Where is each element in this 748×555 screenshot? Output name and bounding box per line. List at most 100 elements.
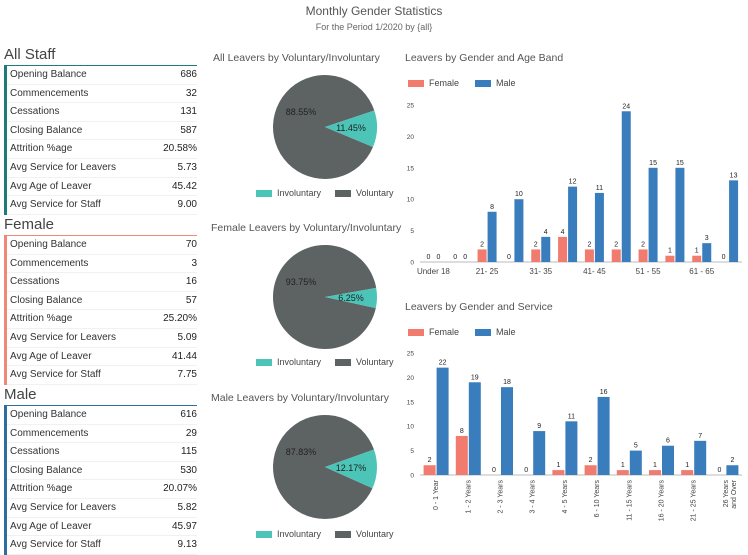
stat-value: 20.07% <box>163 483 197 495</box>
involuntary-swatch <box>256 189 272 197</box>
x-tick-label: 21- 25 <box>476 267 499 276</box>
stats-table: Opening Balance 70 Commencements 3 Cessation… <box>4 235 197 385</box>
stat-label: Closing Balance <box>10 294 83 306</box>
y-tick-label: 15 <box>407 165 415 172</box>
x-tick-label: 26 Yearsand Over <box>723 479 738 508</box>
stat-label: Avg Service for Leavers <box>10 161 116 173</box>
male-swatch <box>475 79 492 87</box>
x-tick-label: 0 - 1 Year <box>433 479 440 510</box>
bar-value-label: 0 <box>717 467 721 474</box>
stat-value: 5.73 <box>177 161 197 173</box>
section-title: All Staff <box>4 46 56 63</box>
bar-female <box>423 465 436 475</box>
bar-value-label: 6 <box>666 438 670 445</box>
bar-value-label: 8 <box>460 428 464 435</box>
bar-value-label: 0 <box>453 254 457 261</box>
bar-female <box>681 470 694 475</box>
pie-title-female: Female Leavers by Voluntary/Involuntary <box>211 222 402 234</box>
bar-male <box>629 450 642 475</box>
voluntary-swatch <box>335 358 352 366</box>
bar-male <box>597 396 610 475</box>
stat-row: Avg Service for Staff 9.13 <box>7 536 197 555</box>
stat-value: 5.09 <box>177 331 197 343</box>
stat-label: Avg Service for Leavers <box>10 331 116 343</box>
female-swatch <box>408 79 424 87</box>
pie-legend-female: Involuntary Voluntary <box>256 357 394 367</box>
section-male: Male Opening Balance 616 Commencements 29 Ce… <box>4 386 197 555</box>
bar-female <box>584 465 597 475</box>
stat-label: Commencements <box>10 257 89 269</box>
bar-male <box>533 431 546 475</box>
bar-value-label: 22 <box>439 360 447 367</box>
y-tick-label: 5 <box>410 228 414 235</box>
bar-male <box>436 367 449 475</box>
y-tick-label: 25 <box>407 103 415 110</box>
stat-label: Avg Service for Staff <box>10 539 101 551</box>
stats-table: Opening Balance 686 Commencements 32 Cessati… <box>4 65 197 215</box>
bar-value-label: 1 <box>685 462 689 469</box>
pie-chart-female: 6.25% 93.75% <box>272 245 377 349</box>
stat-value: 25.20% <box>163 313 197 325</box>
stat-value: 115 <box>181 446 197 458</box>
voluntary-swatch <box>335 189 352 197</box>
stat-row: Avg Service for Leavers 5.09 <box>7 329 197 348</box>
female-swatch <box>408 328 424 336</box>
bar-value-label: 3 <box>705 235 709 242</box>
pie-chart-all: 11.45% 88.55% <box>273 75 377 179</box>
bar-value-label: 1 <box>556 462 560 469</box>
stat-value: 7.75 <box>177 369 197 381</box>
bar-value-label: 0 <box>426 254 430 261</box>
stat-row: Avg Service for Staff 9.00 <box>7 196 197 215</box>
involuntary-swatch <box>256 530 272 538</box>
bar-male <box>621 111 631 262</box>
stat-label: Avg Service for Staff <box>10 369 101 381</box>
section-female: Female Opening Balance 70 Commencements 3 Ce… <box>4 216 197 385</box>
bar-value-label: 0 <box>722 254 726 261</box>
legend-female: Female <box>429 78 460 88</box>
x-tick-label: 41- 45 <box>583 267 606 276</box>
stat-label: Commencements <box>10 427 89 439</box>
stat-row: Closing Balance 530 <box>7 462 197 481</box>
bar-female <box>558 236 568 262</box>
y-tick-label: 10 <box>407 197 415 204</box>
pie-legend-male: Involuntary Voluntary <box>256 529 394 539</box>
stat-row: Cessations 131 <box>7 103 197 122</box>
legend-voluntary: Voluntary <box>356 357 394 367</box>
involuntary-swatch <box>256 358 272 366</box>
stat-row: Commencements 3 <box>7 255 197 274</box>
pie-label-voluntary: 88.55% <box>286 107 317 117</box>
pie-slice-voluntary <box>273 415 374 519</box>
voluntary-swatch <box>335 530 352 538</box>
bar-female <box>477 249 487 262</box>
y-tick-label: 0 <box>410 473 414 480</box>
stat-value: 616 <box>180 409 197 420</box>
bar-value-label: 8 <box>490 204 494 211</box>
legend-female: Female <box>429 327 460 337</box>
x-tick-label: 1 - 2 Years <box>465 480 472 514</box>
stat-row: Attrition %age 25.20% <box>7 310 197 329</box>
bar-male <box>468 382 481 475</box>
stat-label: Opening Balance <box>10 409 87 420</box>
bar-female <box>552 470 565 475</box>
y-tick-label: 15 <box>407 399 415 406</box>
x-tick-label: 61 - 65 <box>689 267 714 276</box>
stat-value: 70 <box>185 239 197 250</box>
bar-value-label: 1 <box>621 462 625 469</box>
pie-slice-voluntary <box>273 75 375 179</box>
bar-value-label: 7 <box>698 433 702 440</box>
stat-row: Cessations 16 <box>7 273 197 292</box>
bar-female <box>455 435 468 475</box>
pie-chart-male: 12.17% 87.83% <box>273 415 377 519</box>
section-all-staff: All Staff Opening Balance 686 Commencement… <box>4 46 197 215</box>
bar-male <box>501 387 513 475</box>
x-tick-label: 3 - 4 Years <box>530 480 537 514</box>
stat-value: 32 <box>185 87 197 99</box>
page-title: Monthly Gender Statistics <box>305 4 443 18</box>
bar-value-label: 11 <box>596 185 603 192</box>
stat-row: Cessations 115 <box>7 443 197 462</box>
bar-value-label: 2 <box>589 457 593 464</box>
bar-male <box>662 445 674 475</box>
stat-row: Avg Service for Leavers 5.82 <box>7 499 197 518</box>
stat-label: Opening Balance <box>10 69 87 80</box>
